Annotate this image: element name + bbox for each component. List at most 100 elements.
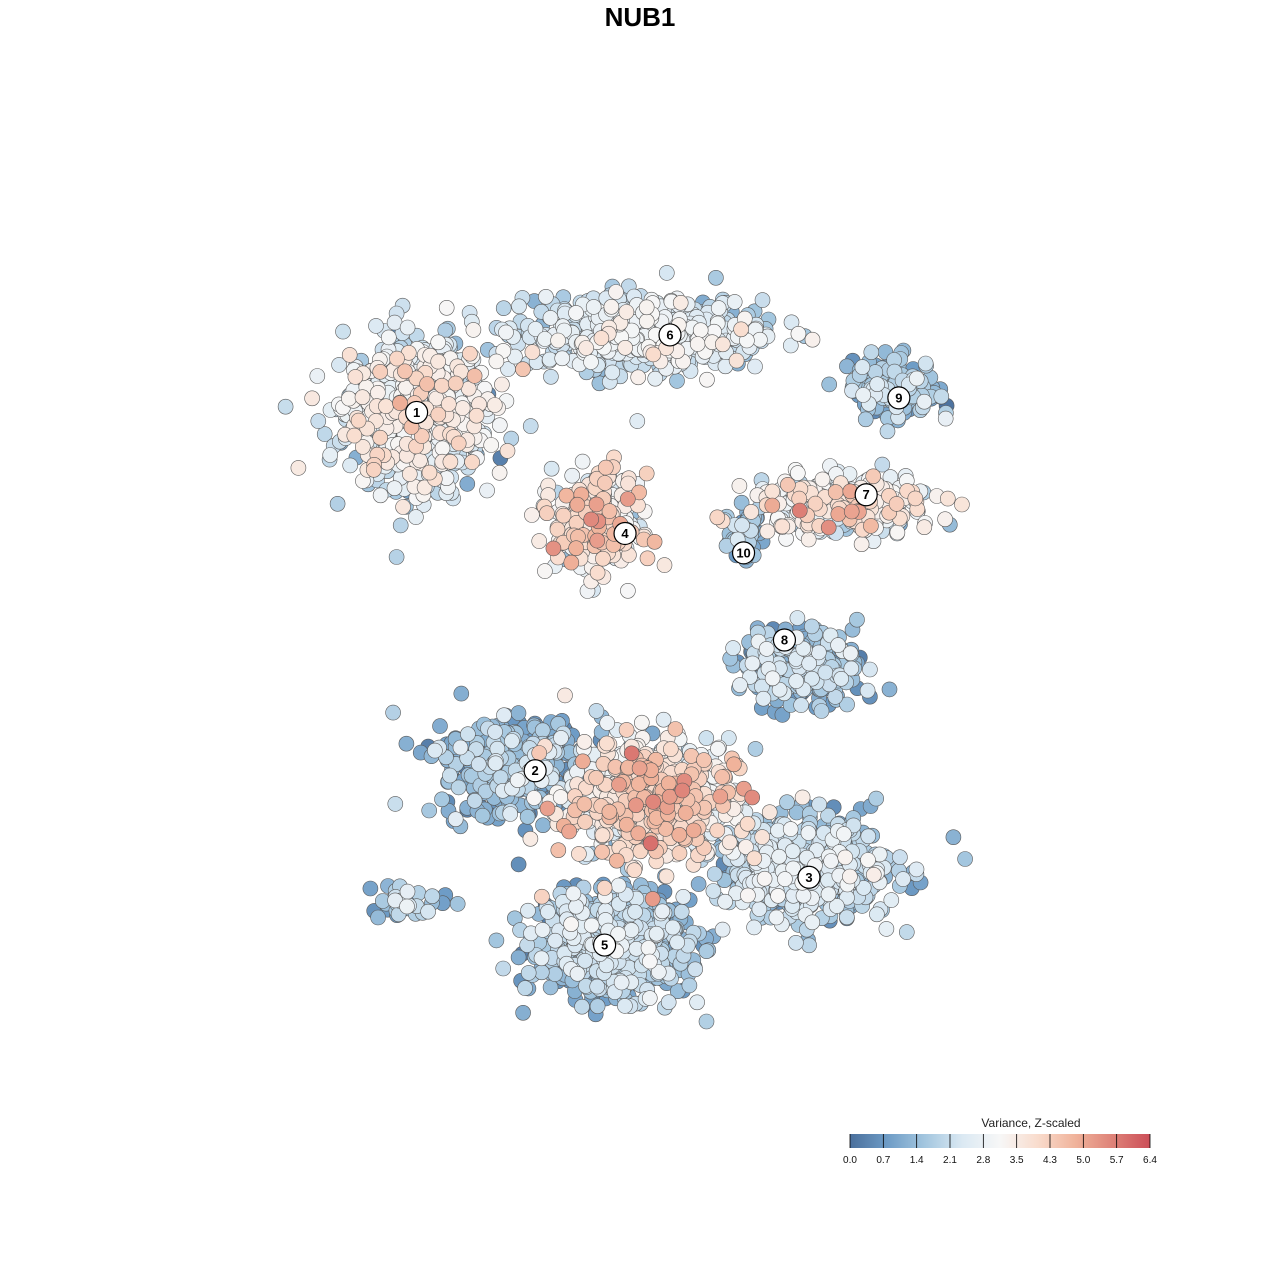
data-point xyxy=(552,789,569,805)
data-point xyxy=(365,461,382,478)
data-point xyxy=(460,726,476,743)
data-point xyxy=(675,888,692,905)
data-point xyxy=(488,932,505,949)
data-point xyxy=(743,504,760,520)
data-point xyxy=(706,866,723,882)
data-point xyxy=(395,499,411,515)
data-point xyxy=(341,347,358,363)
data-point xyxy=(449,896,466,912)
data-point xyxy=(450,435,467,452)
data-point xyxy=(346,427,363,444)
data-point xyxy=(421,464,438,481)
data-point xyxy=(699,371,715,388)
data-point xyxy=(589,978,606,995)
data-point xyxy=(401,466,418,482)
data-point xyxy=(453,685,470,702)
data-point xyxy=(710,300,727,316)
data-point xyxy=(537,563,553,579)
data-point xyxy=(509,772,526,789)
data-point xyxy=(354,389,371,406)
data-point xyxy=(604,364,621,381)
data-point xyxy=(421,802,438,819)
data-point xyxy=(916,393,933,410)
data-point xyxy=(721,834,738,851)
data-point xyxy=(408,509,424,525)
data-point xyxy=(533,964,550,981)
data-point xyxy=(868,790,885,807)
data-point xyxy=(510,949,527,966)
data-point xyxy=(464,454,480,470)
data-point xyxy=(520,965,537,981)
data-point xyxy=(627,903,643,920)
data-point xyxy=(362,880,379,897)
data-point xyxy=(553,730,569,746)
data-point xyxy=(494,376,510,393)
data-point xyxy=(740,887,756,904)
data-point xyxy=(710,740,726,757)
data-point xyxy=(588,703,605,719)
data-point xyxy=(564,467,581,484)
data-point xyxy=(309,368,326,384)
data-point xyxy=(638,465,655,482)
data-point xyxy=(648,925,665,942)
data-point xyxy=(322,447,339,463)
data-point xyxy=(474,807,491,824)
data-point xyxy=(907,490,924,507)
data-point xyxy=(662,741,679,757)
data-point xyxy=(908,861,925,878)
data-point xyxy=(420,903,436,920)
data-point xyxy=(495,960,512,977)
data-point xyxy=(540,904,556,920)
data-point xyxy=(487,755,504,772)
data-point xyxy=(862,661,878,678)
data-point xyxy=(398,735,415,752)
data-point xyxy=(372,363,389,380)
data-point xyxy=(502,806,519,822)
data-point xyxy=(491,464,508,481)
data-point xyxy=(881,681,898,698)
data-point xyxy=(524,507,540,523)
data-point xyxy=(937,410,954,427)
data-point xyxy=(764,483,781,500)
data-point xyxy=(380,329,397,346)
data-point xyxy=(347,369,364,385)
data-point xyxy=(755,690,772,707)
data-point xyxy=(788,673,805,689)
data-point xyxy=(673,903,690,920)
data-point xyxy=(434,440,451,457)
data-point xyxy=(629,413,646,429)
data-point xyxy=(491,417,508,434)
data-point xyxy=(878,921,895,937)
data-point xyxy=(821,376,838,393)
data-point xyxy=(515,1004,531,1021)
data-point xyxy=(583,354,599,370)
data-point xyxy=(863,344,880,361)
data-point xyxy=(709,509,726,526)
data-point xyxy=(671,845,688,861)
data-point xyxy=(957,851,973,867)
data-point xyxy=(759,523,776,540)
data-point xyxy=(304,390,320,407)
data-point xyxy=(486,397,503,413)
data-point xyxy=(531,533,548,549)
data-point xyxy=(574,998,590,1015)
data-point xyxy=(854,359,871,375)
data-point xyxy=(554,350,571,367)
data-point xyxy=(618,304,635,320)
data-point xyxy=(777,871,793,887)
data-point xyxy=(585,299,602,315)
data-point xyxy=(447,375,464,392)
data-point xyxy=(537,331,553,347)
data-point xyxy=(578,340,594,356)
data-point xyxy=(789,610,806,626)
data-point xyxy=(790,325,807,342)
data-point xyxy=(329,495,346,512)
data-point xyxy=(939,490,956,507)
chart-title: NUB1 xyxy=(604,2,676,32)
data-point xyxy=(746,850,763,867)
data-point xyxy=(430,334,447,351)
data-point xyxy=(565,885,582,902)
data-point xyxy=(613,974,630,991)
data-point xyxy=(499,443,516,459)
data-point xyxy=(779,794,795,811)
